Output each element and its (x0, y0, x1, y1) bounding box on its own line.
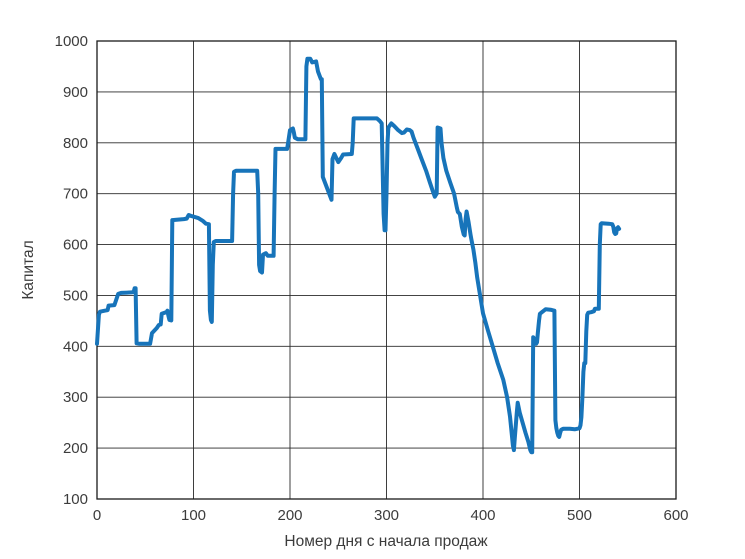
x-tick-label: 300 (374, 507, 399, 524)
data-series-line (95, 56, 622, 455)
plot-border (96, 40, 677, 500)
x-tick-label: 0 (93, 507, 101, 524)
x-tick-label: 500 (567, 507, 592, 524)
y-tick-label: 300 (63, 389, 88, 406)
y-tick-label: 600 (63, 237, 88, 254)
x-tick-label: 200 (277, 507, 302, 524)
y-tick-label: 500 (63, 287, 88, 304)
y-tick-label: 100 (63, 491, 88, 508)
y-tick-label: 400 (63, 338, 88, 355)
x-tick-label: 600 (663, 507, 688, 524)
y-axis-title: Капитал (20, 240, 37, 299)
x-tick-label: 100 (181, 507, 206, 524)
y-tick-label: 900 (63, 84, 88, 101)
y-tick-label: 800 (63, 135, 88, 152)
x-axis-title: Номер дня с начала продаж (284, 533, 488, 550)
x-tick-label: 400 (470, 507, 495, 524)
y-tick-label: 700 (63, 186, 88, 203)
y-tick-label: 1000 (55, 33, 88, 50)
y-tick-label: 200 (63, 440, 88, 457)
